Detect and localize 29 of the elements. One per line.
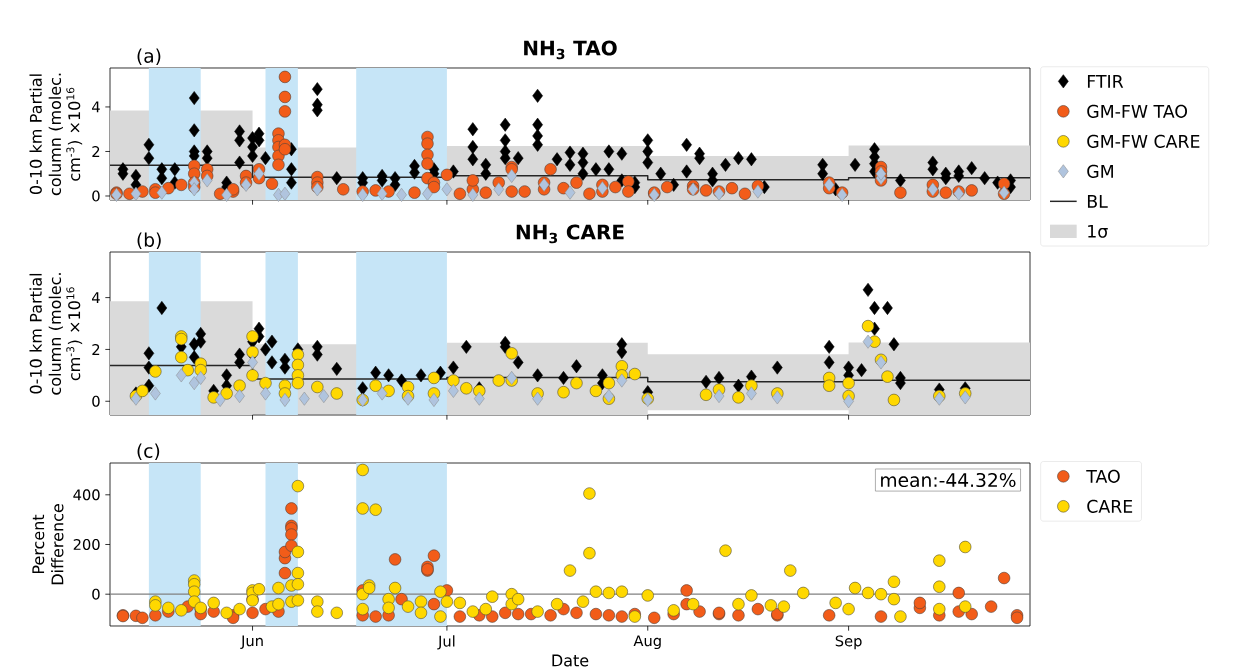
x-tick-label: Jun (240, 635, 263, 649)
y-tick-label: 400 (73, 489, 100, 501)
y-tick-label: 0 (92, 588, 100, 600)
annotation: mean:-44.32% (881, 472, 1016, 488)
y-tick-label: 2 (92, 146, 100, 157)
legend-label: GM (1087, 164, 1113, 178)
y-tick-label: 4 (92, 292, 100, 303)
legend-label: BL (1087, 195, 1108, 208)
text: (a) (137, 48, 161, 66)
legend-label: GM-FW CARE (1087, 134, 1200, 148)
y-tick-label: 200 (73, 538, 100, 551)
legend-label: 1σ (1088, 224, 1108, 238)
x-axis-title: Date (552, 654, 589, 667)
legend-label: TAO (1086, 469, 1120, 483)
legend-label: FTIR (1087, 75, 1124, 88)
y-tick-label: 4 (92, 101, 100, 113)
legend-label: CARE (1087, 499, 1133, 513)
x-tick-label: Sep (835, 635, 862, 650)
legend-label: GM-FW TAO (1087, 104, 1188, 118)
chart-title: NH$_{3}$ TAO (524, 40, 617, 60)
x-tick-label: Jul (437, 635, 455, 650)
y-axis-title: Percent Difference (32, 504, 64, 585)
x-tick-label: Aug (633, 635, 661, 650)
text: (c) (137, 443, 160, 461)
y-tick-label: 2 (92, 344, 100, 355)
y-tick-label: 0 (92, 395, 100, 407)
y-tick-label: 0 (92, 190, 100, 202)
text: (b) (137, 232, 161, 250)
chart-title: NH$_{3}$ CARE (516, 224, 624, 244)
